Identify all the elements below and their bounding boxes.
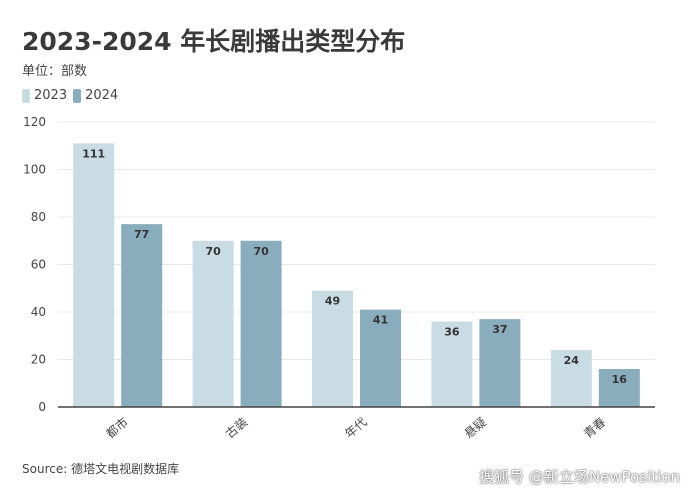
source-note: Source: 德塔文电视剧数据库 <box>22 462 180 476</box>
unit-label: 单位：部数 <box>22 64 88 79</box>
x-tick-label: 古装 <box>222 414 250 441</box>
y-tick-label: 0 <box>38 400 46 414</box>
bar-2024-1 <box>240 240 282 407</box>
data-label: 70 <box>205 245 221 258</box>
y-tick-label: 80 <box>31 210 46 224</box>
y-tick-label: 20 <box>31 353 46 367</box>
bar-2024-4 <box>598 369 640 407</box>
legend-swatch-2024 <box>73 88 82 103</box>
data-label: 49 <box>325 295 340 308</box>
y-tick-label: 40 <box>31 305 46 319</box>
x-tick-label: 都市 <box>103 414 131 441</box>
data-label: 77 <box>134 228 149 241</box>
data-label: 37 <box>492 323 507 336</box>
bar-2023-2 <box>312 290 353 407</box>
legend-item-2024: 2024 <box>73 88 118 103</box>
data-label: 36 <box>444 326 460 339</box>
bar-2024-2 <box>360 309 401 407</box>
data-label: 24 <box>564 354 580 367</box>
legend-label-2024: 2024 <box>85 88 119 103</box>
watermark: 搜狐号 @新立场NewPosition <box>479 468 680 486</box>
y-tick-label: 120 <box>23 115 46 129</box>
bar-2023-0 <box>73 143 115 407</box>
y-tick-label: 100 <box>23 163 46 177</box>
y-tick-label: 60 <box>31 258 46 272</box>
bar-2023-3 <box>431 321 473 407</box>
legend-label-2023: 2023 <box>34 88 68 103</box>
bar-2023-1 <box>192 240 234 407</box>
legend-item-2023: 2023 <box>22 88 67 103</box>
data-label: 70 <box>253 245 269 258</box>
bar-2023-4 <box>550 350 592 407</box>
x-tick-label: 悬疑 <box>461 414 489 441</box>
bar-2024-3 <box>479 319 521 407</box>
legend: 2023 2024 <box>22 88 124 103</box>
data-label: 111 <box>82 147 105 160</box>
x-tick-label: 青春 <box>581 415 608 441</box>
data-label: 41 <box>373 314 388 327</box>
legend-swatch-2023 <box>22 88 30 103</box>
x-tick-label: 年代 <box>342 415 369 441</box>
chart-title: 2023-2024 年长剧播出类型分布 <box>22 27 406 56</box>
bar-2024-0 <box>121 224 163 407</box>
data-label: 16 <box>612 373 628 386</box>
